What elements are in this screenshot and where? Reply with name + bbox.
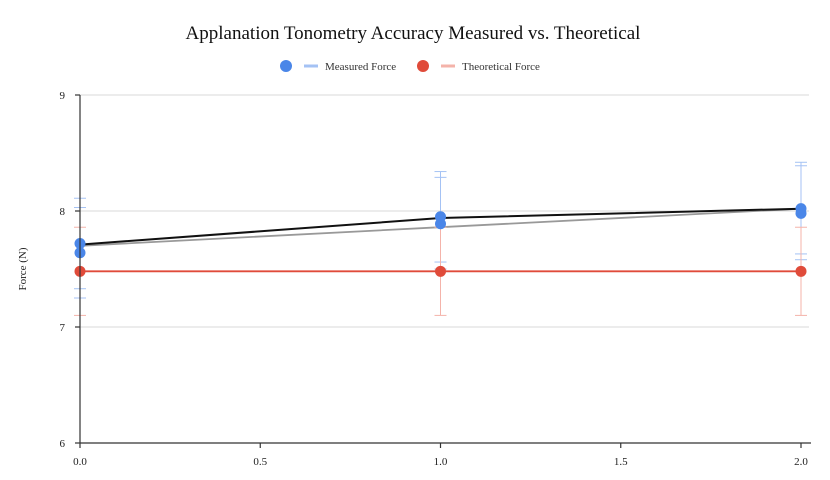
legend: Measured Force Theoretical Force [280, 60, 540, 73]
legend-label-theoretical-force: Theoretical Force [462, 61, 540, 73]
data-point-measured-force[interactable] [435, 218, 446, 230]
data-point-measured-force[interactable] [795, 207, 807, 219]
y-tick-label: 6 [60, 438, 66, 450]
legend-item-measured-force[interactable]: Measured Force [280, 60, 396, 73]
data-point-theoretical-force[interactable] [435, 265, 446, 277]
y-tick-labels: 6 7 8 9 [60, 90, 80, 450]
legend-marker-measured-force [280, 60, 292, 72]
chart-title: Applanation Tonometry Accuracy Measured … [186, 23, 641, 44]
x-tick-label: 1.5 [614, 456, 628, 468]
y-tick-label: 9 [60, 90, 66, 102]
x-tick-label: 0.5 [253, 456, 267, 468]
y-tick-label: 7 [60, 322, 66, 334]
legend-item-theoretical-force[interactable]: Theoretical Force [417, 60, 540, 73]
data-point-theoretical-force[interactable] [795, 265, 807, 277]
x-tick-labels: 0.0 0.5 1.0 1.5 2.0 [73, 443, 808, 468]
legend-label-measured-force: Measured Force [325, 61, 396, 73]
x-tick-label: 2.0 [794, 456, 808, 468]
x-tick-label: 0.0 [73, 456, 87, 468]
axes [79, 95, 811, 444]
y-axis-label: Force (N) [17, 247, 29, 290]
x-tick-label: 1.0 [434, 456, 448, 468]
legend-marker-theoretical-force [417, 60, 429, 72]
y-tick-label: 8 [60, 206, 66, 218]
error-bars [74, 161, 807, 316]
